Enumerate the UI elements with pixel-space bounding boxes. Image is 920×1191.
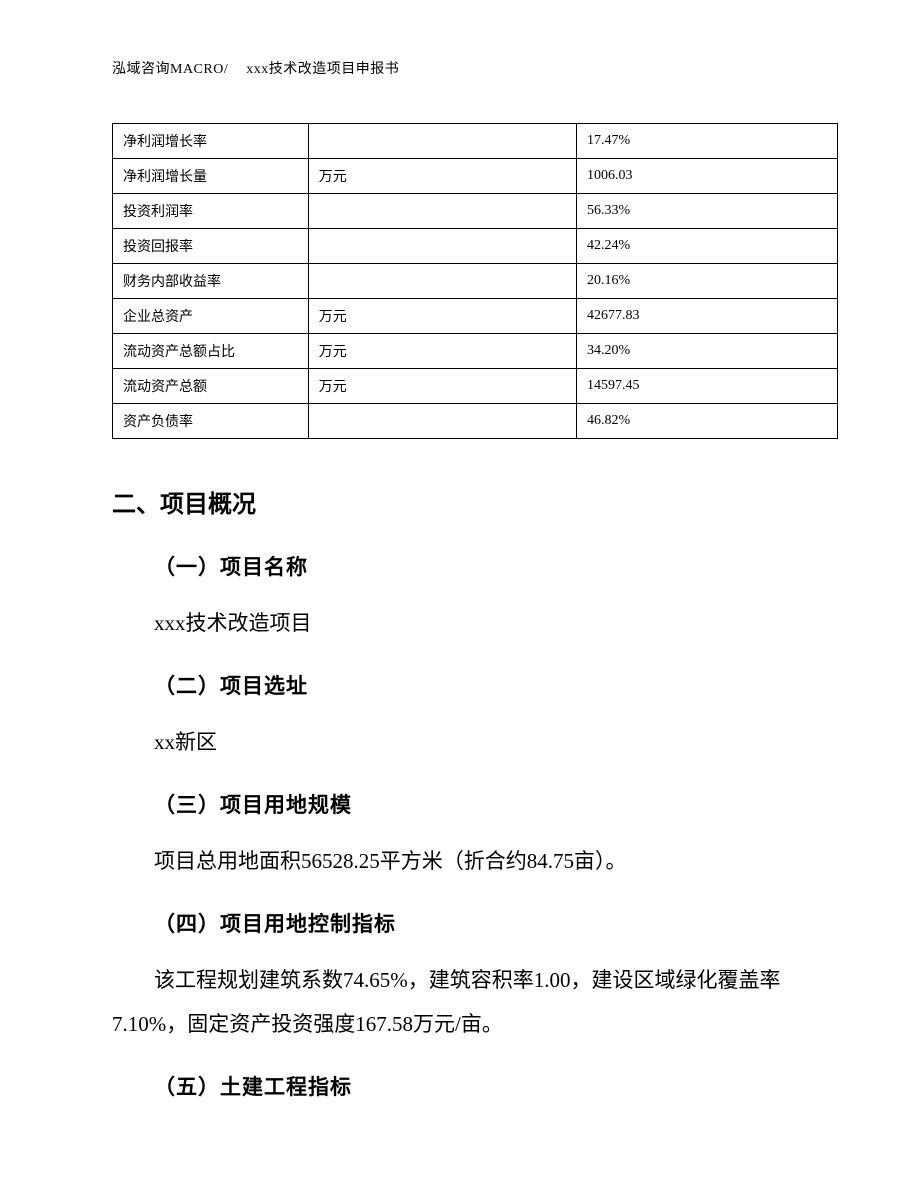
- table-cell-label: 企业总资产: [113, 299, 309, 334]
- table-row: 财务内部收益率 20.16%: [113, 264, 838, 299]
- table-cell-unit: 万元: [308, 299, 576, 334]
- table-cell-unit: 万元: [308, 159, 576, 194]
- table-cell-value: 34.20%: [577, 334, 838, 369]
- table-row: 企业总资产万元42677.83: [113, 299, 838, 334]
- page-header: 泓域咨询MACRO/xxx技术改造项目申报书: [112, 58, 838, 78]
- subsection-3-text: 项目总用地面积56528.25平方米（折合约84.75亩）。: [112, 839, 838, 883]
- table-cell-label: 净利润增长量: [113, 159, 309, 194]
- table-row: 资产负债率 46.82%: [113, 404, 838, 439]
- subsection-2-title: （二）项目选址: [112, 670, 838, 700]
- table-row: 流动资产总额万元14597.45: [113, 369, 838, 404]
- header-doc-title: xxx技术改造项目申报书: [246, 62, 399, 77]
- table-row: 投资利润率 56.33%: [113, 194, 838, 229]
- table-cell-label: 净利润增长率: [113, 124, 309, 159]
- header-company: 泓域咨询MACRO/: [112, 62, 228, 77]
- table-cell-value: 46.82%: [577, 404, 838, 439]
- table-cell-unit: [308, 124, 576, 159]
- table-row: 流动资产总额占比万元34.20%: [113, 334, 838, 369]
- table-cell-value: 1006.03: [577, 159, 838, 194]
- table-cell-value: 17.47%: [577, 124, 838, 159]
- table-cell-unit: [308, 229, 576, 264]
- section-heading: 二、项目概况: [112, 484, 838, 519]
- table-cell-label: 投资利润率: [113, 194, 309, 229]
- subsection-3-title: （三）项目用地规模: [112, 789, 838, 819]
- table-row: 投资回报率 42.24%: [113, 229, 838, 264]
- table-cell-value: 42.24%: [577, 229, 838, 264]
- table-cell-label: 财务内部收益率: [113, 264, 309, 299]
- table-cell-label: 流动资产总额: [113, 369, 309, 404]
- table-cell-unit: 万元: [308, 334, 576, 369]
- table-cell-label: 流动资产总额占比: [113, 334, 309, 369]
- subsection-4-title: （四）项目用地控制指标: [112, 908, 838, 938]
- table-cell-label: 投资回报率: [113, 229, 309, 264]
- financial-table: 净利润增长率17.47%净利润增长量万元1006.03投资利润率56.33%投资…: [112, 123, 838, 439]
- subsection-5-title: （五）土建工程指标: [112, 1071, 838, 1101]
- table-cell-value: 14597.45: [577, 369, 838, 404]
- table-cell-value: 42677.83: [577, 299, 838, 334]
- table-row: 净利润增长率 17.47%: [113, 124, 838, 159]
- table-cell-unit: [308, 194, 576, 229]
- table-cell-unit: [308, 264, 576, 299]
- table-cell-value: 56.33%: [577, 194, 838, 229]
- subsection-1-title: （一）项目名称: [112, 551, 838, 581]
- subsection-1-text: xxx技术改造项目: [112, 601, 838, 645]
- table-cell-label: 资产负债率: [113, 404, 309, 439]
- subsection-2-text: xx新区: [112, 720, 838, 764]
- table-cell-unit: 万元: [308, 369, 576, 404]
- subsection-4-text: 该工程规划建筑系数74.65%，建筑容积率1.00，建设区域绿化覆盖率7.10%…: [112, 958, 838, 1046]
- table-cell-value: 20.16%: [577, 264, 838, 299]
- table-row: 净利润增长量万元1006.03: [113, 159, 838, 194]
- table-cell-unit: [308, 404, 576, 439]
